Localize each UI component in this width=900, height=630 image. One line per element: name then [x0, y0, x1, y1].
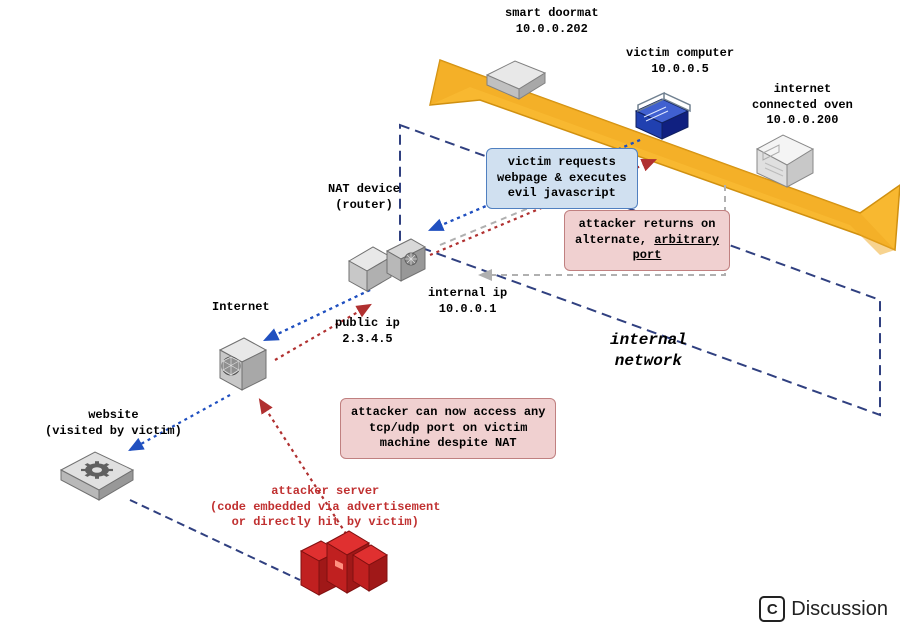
attacker-label: attacker server(code embedded via advert… — [210, 484, 440, 531]
nat-label: NAT device(router) — [328, 182, 400, 213]
internet-icon — [220, 338, 266, 390]
discussion-badge: C Discussion — [759, 596, 888, 622]
oven-label: internetconnected oven10.0.0.200 — [752, 82, 853, 129]
website-label: website(visited by victim) — [45, 408, 182, 439]
internet-label: Internet — [212, 300, 270, 316]
victim-label: victim computer10.0.0.5 — [626, 46, 734, 77]
discussion-text: Discussion — [791, 598, 888, 621]
callout-victim-request: victim requestswebpage & executesevil ja… — [486, 148, 638, 209]
website-icon — [61, 452, 133, 500]
public-ip-label: public ip2.3.4.5 — [335, 316, 400, 347]
attacker-icon — [301, 531, 387, 595]
callout-attacker-access: attacker can now access anytcp/udp port … — [340, 398, 556, 459]
callout-attacker-return: attacker returns onalternate, arbitraryp… — [564, 210, 730, 271]
nat-icon — [349, 239, 425, 291]
discussion-badge-letter: C — [759, 596, 785, 622]
internal-network-label: internalnetwork — [610, 330, 687, 372]
victim-computer-icon — [636, 93, 690, 139]
doormat-label: smart doormat10.0.0.202 — [505, 6, 599, 37]
internal-ip-label: internal ip10.0.0.1 — [428, 286, 507, 317]
